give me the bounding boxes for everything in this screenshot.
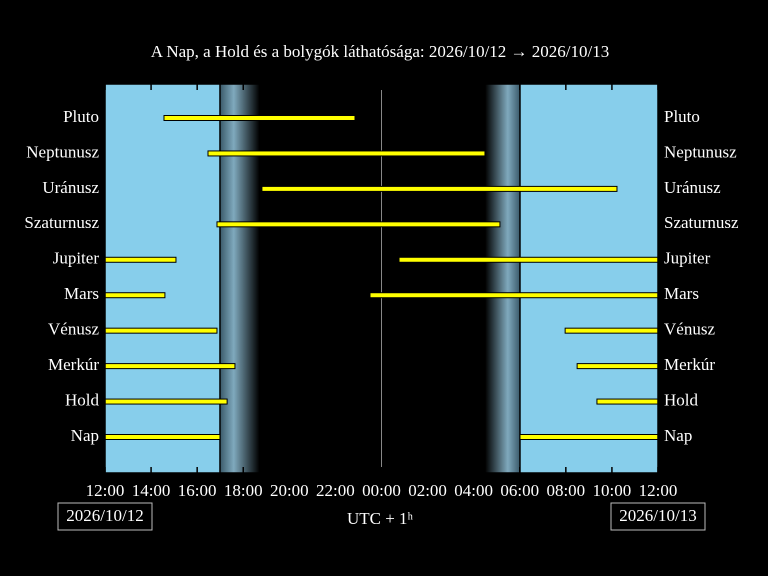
- dusk: [219, 84, 260, 473]
- visibility-bar: [104, 327, 218, 334]
- visibility-bar: [398, 256, 659, 263]
- date-label: 2026/10/12: [66, 506, 143, 525]
- visibility-bar: [163, 115, 356, 121]
- body-label-right: Pluto: [664, 107, 700, 126]
- body-label-right: Nap: [664, 426, 692, 445]
- body-label-left: Merkúr: [48, 355, 99, 374]
- body-label-left: Neptunusz: [26, 142, 99, 161]
- x-tick-label: 22:00: [316, 481, 355, 500]
- visibility-bar: [519, 434, 659, 440]
- x-tick-label: 12:00: [86, 481, 125, 500]
- date-box: [610, 502, 706, 531]
- x-tick-label: 10:00: [593, 481, 632, 500]
- x-tick-label: 12:00: [639, 481, 678, 500]
- body-label-right: Vénusz: [664, 320, 715, 339]
- visibility-bar: [369, 292, 659, 299]
- visibility-bar: [261, 185, 618, 192]
- body-label-left: Vénusz: [48, 320, 99, 339]
- x-tick-label: 04:00: [454, 481, 493, 500]
- x-tick-label: 06:00: [500, 481, 539, 500]
- body-label-left: Nap: [71, 426, 99, 445]
- visibility-bar: [564, 327, 659, 334]
- body-label-left: Jupiter: [53, 249, 100, 268]
- visibility-bar: [104, 398, 228, 405]
- visibility-bar: [576, 363, 659, 370]
- x-tick-label: 00:00: [362, 481, 401, 500]
- visibility-bar: [104, 363, 236, 370]
- body-label-left: Hold: [65, 390, 100, 409]
- x-tick-label: 16:00: [178, 481, 217, 500]
- visibility-bar: [596, 398, 659, 405]
- x-tick-label: 18:00: [224, 481, 263, 500]
- visibility-bar: [216, 221, 501, 228]
- body-label-right: Merkúr: [664, 355, 715, 374]
- night: [259, 84, 486, 473]
- visibility-bar: [207, 150, 486, 157]
- body-label-right: Uránusz: [664, 178, 721, 197]
- x-axis-label: UTC + 1ʰ: [347, 509, 414, 528]
- body-label-right: Hold: [664, 390, 699, 409]
- visibility-bar: [104, 256, 177, 263]
- x-tick-label: 08:00: [546, 481, 585, 500]
- body-label-right: Jupiter: [664, 249, 711, 268]
- visibility-bar: [104, 292, 166, 299]
- body-label-left: Mars: [64, 284, 99, 303]
- x-tick-label: 20:00: [270, 481, 309, 500]
- body-label-right: Szaturnusz: [664, 213, 739, 232]
- body-label-left: Szaturnusz: [24, 213, 99, 232]
- daylight: [519, 84, 658, 473]
- visibility-bar: [104, 434, 221, 440]
- dawn: [485, 84, 520, 473]
- body-label-right: Neptunusz: [664, 142, 737, 161]
- date-label: 2026/10/13: [619, 506, 696, 525]
- body-label-left: Pluto: [63, 107, 99, 126]
- date-box: [57, 502, 153, 531]
- x-tick-label: 14:00: [132, 481, 171, 500]
- x-tick-label: 02:00: [408, 481, 447, 500]
- body-label-right: Mars: [664, 284, 699, 303]
- body-label-left: Uránusz: [42, 178, 99, 197]
- chart-title: A Nap, a Hold és a bolygók láthatósága: …: [151, 42, 609, 61]
- daylight: [105, 84, 220, 473]
